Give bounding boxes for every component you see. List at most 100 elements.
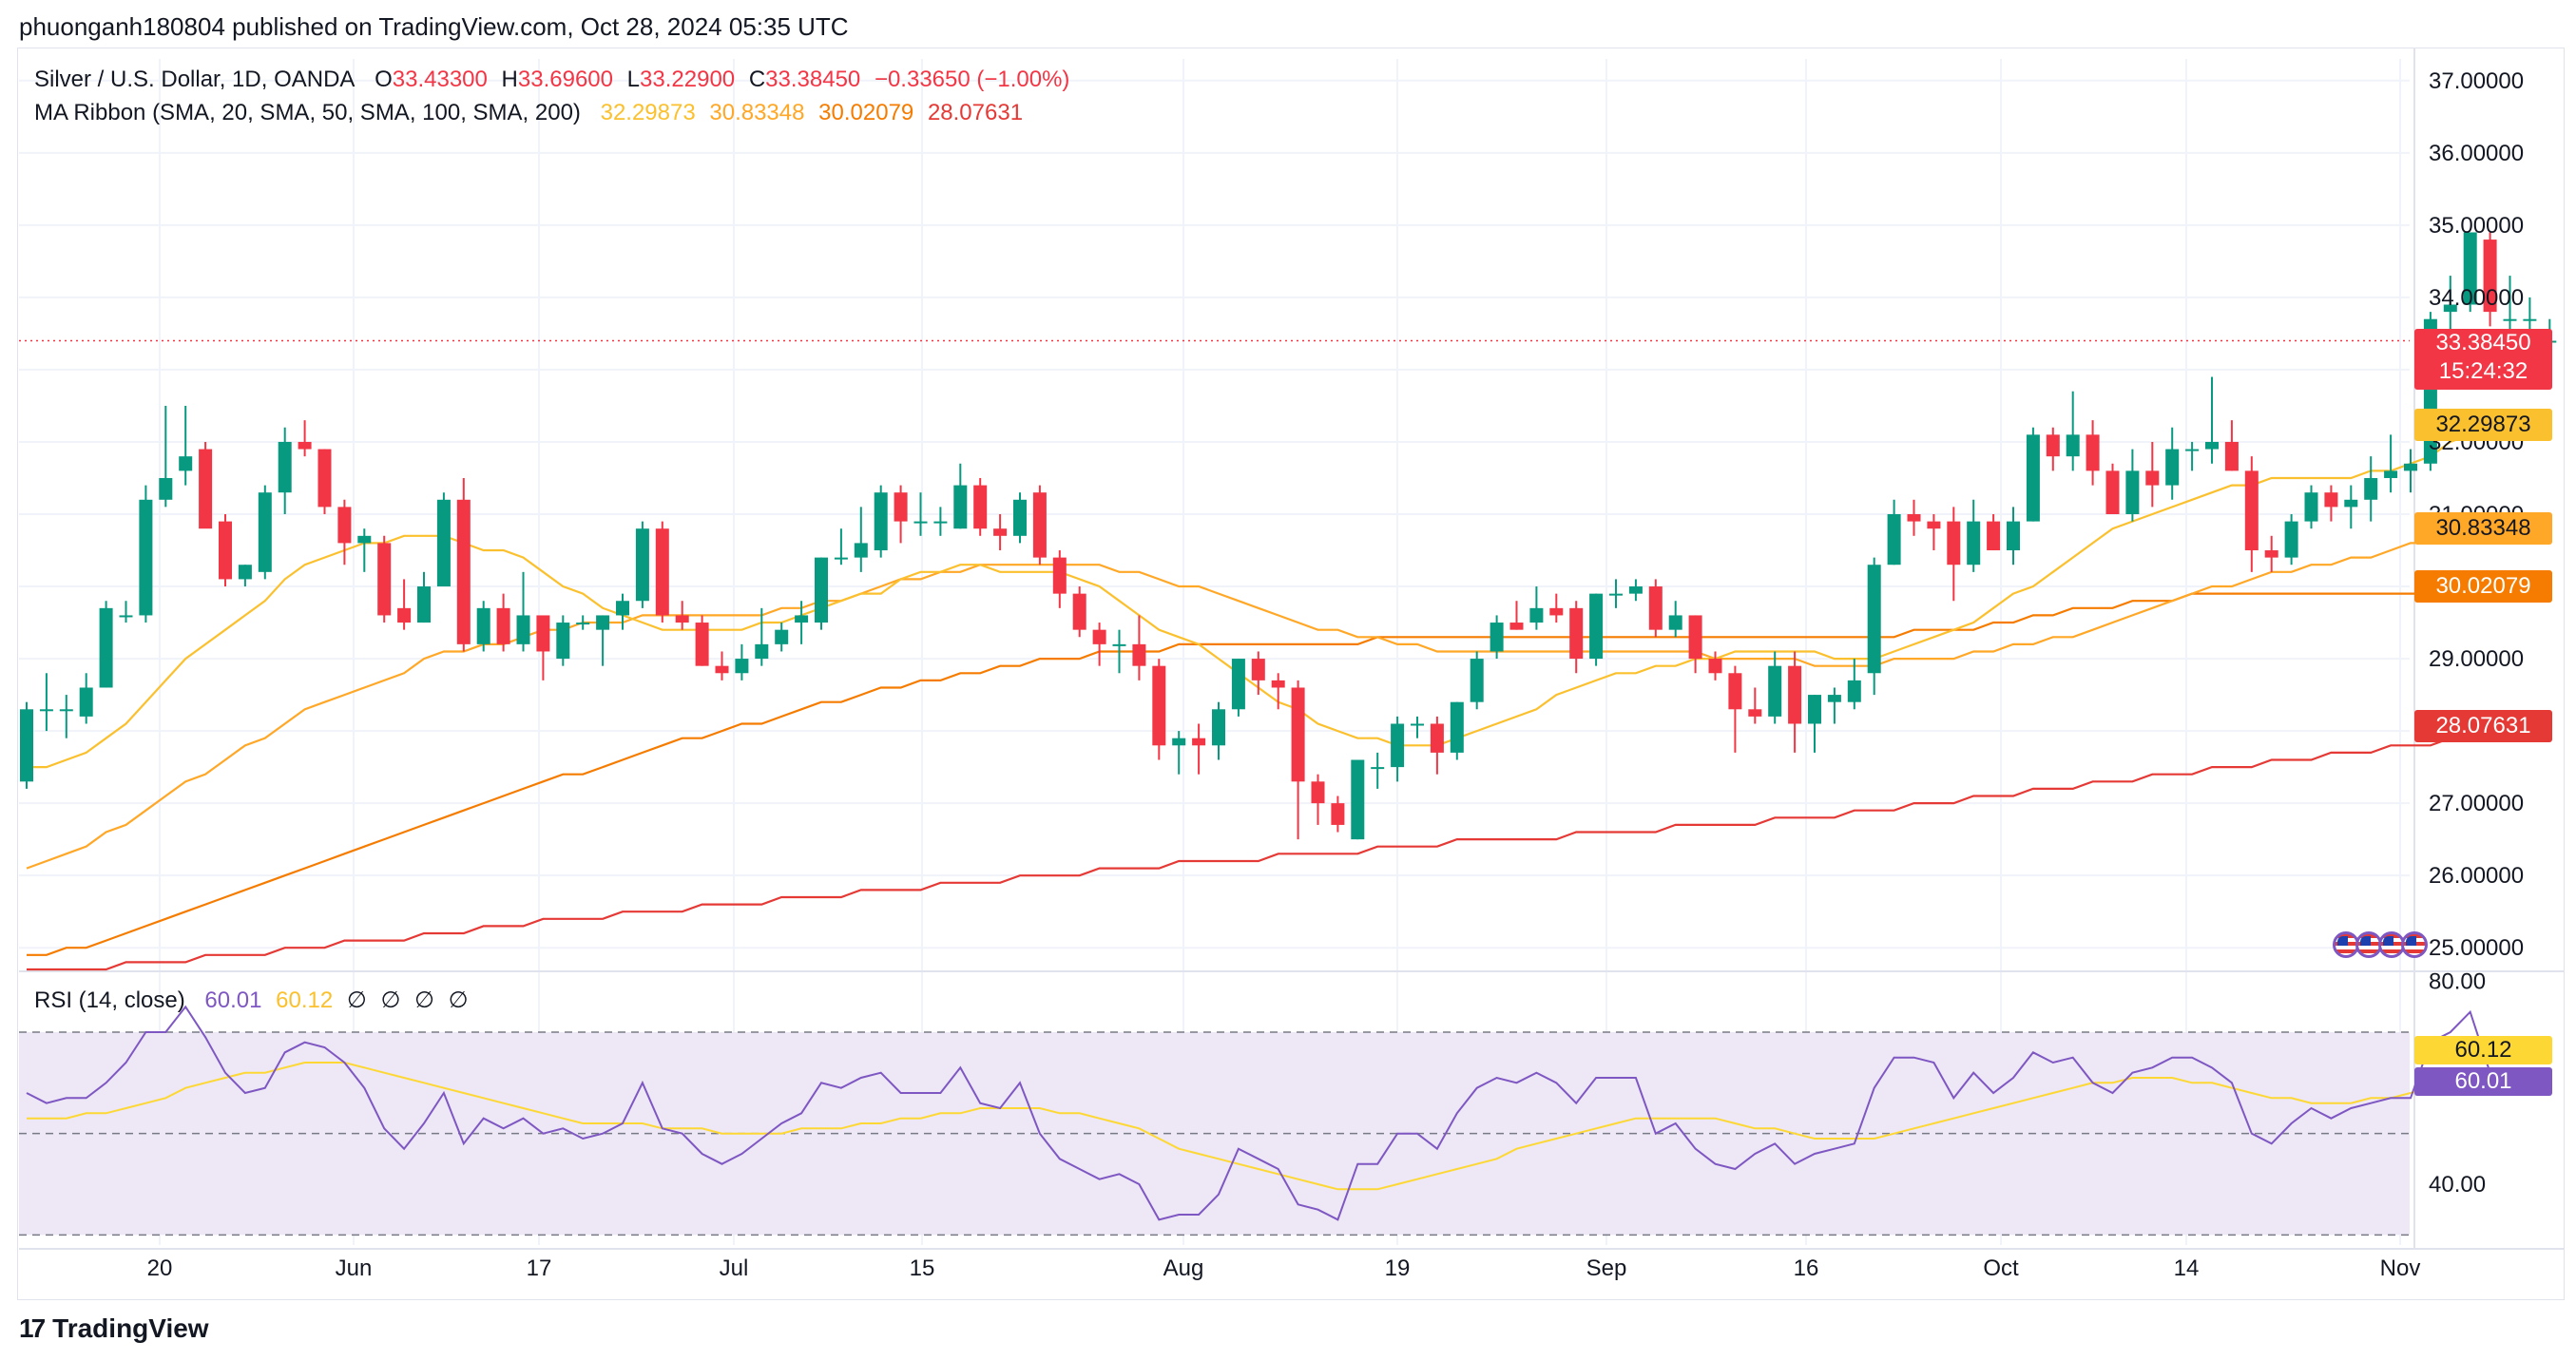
candle-up <box>20 709 33 782</box>
candle-up <box>2125 470 2140 514</box>
candle-down <box>1688 615 1702 660</box>
change-value: −0.33650 (−1.00%) <box>874 67 1070 92</box>
candle-up <box>1013 499 1027 536</box>
candle-up <box>258 492 272 572</box>
rsi-extra-4: ∅ <box>448 987 469 1013</box>
candle-down <box>2324 492 2338 508</box>
candle-up <box>1867 565 1881 674</box>
candle-down <box>1648 586 1663 630</box>
rsi-title[interactable]: RSI (14, close) <box>34 987 185 1013</box>
candle-down <box>2224 441 2239 471</box>
us-event-flag-icon[interactable] <box>2401 931 2428 958</box>
candle-up <box>2523 318 2537 321</box>
candle-up <box>476 607 490 644</box>
time-tick-label: Nov <box>2380 1256 2421 1281</box>
low-label: L <box>626 67 641 92</box>
rsi-ma-line <box>27 1062 2530 1191</box>
candle-down <box>695 623 709 666</box>
open-label: O <box>375 67 393 92</box>
candle-up <box>854 543 868 558</box>
candle-down <box>337 507 352 544</box>
candle-down <box>1291 687 1305 782</box>
symbol-legend: Silver / U.S. Dollar, 1D, OANDA O33.4330… <box>34 67 1077 93</box>
chart-frame <box>17 48 2565 1300</box>
rsi-tag: 60.01 <box>2414 1067 2552 1096</box>
time-tick-label: Jun <box>336 1256 373 1281</box>
candle-up <box>2404 463 2417 471</box>
rsi-extra-3: ∅ <box>414 987 434 1013</box>
open-value: 33.43300 <box>392 67 488 92</box>
candle-up <box>238 565 252 580</box>
time-tick-label: 19 <box>1385 1256 1411 1281</box>
time-tick-label: 17 <box>527 1256 552 1281</box>
candle-up <box>79 687 93 717</box>
rsi-ma-value: 60.12 <box>276 987 334 1013</box>
candle-down <box>1251 659 1265 680</box>
candle-up <box>1231 659 1245 710</box>
candle-down <box>1907 514 1921 522</box>
candle-down <box>2105 470 2120 514</box>
candle-up <box>635 528 649 602</box>
sma100-value: 30.02079 <box>818 100 914 125</box>
candle-up <box>815 557 828 623</box>
time-tick-label: 20 <box>147 1256 173 1281</box>
candle-down <box>1509 623 1524 630</box>
ma-legend: MA Ribbon (SMA, 20, SMA, 50, SMA, 100, S… <box>34 100 1030 126</box>
candle-up <box>616 601 629 616</box>
candle-down <box>1331 803 1345 825</box>
candle-up <box>2304 492 2318 522</box>
candle-down <box>1569 607 1584 660</box>
candle-down <box>1271 680 1285 688</box>
tradingview-logo[interactable]: 17 TradingView <box>19 1313 209 1344</box>
candle-up <box>39 709 53 712</box>
candle-up <box>1827 695 1841 702</box>
candle-up <box>1887 514 1901 565</box>
candle-up <box>1391 723 1405 768</box>
sma20-value: 32.29873 <box>600 100 696 125</box>
candle-down <box>1927 521 1941 529</box>
price-tick-label: 25.00000 <box>2429 935 2524 961</box>
candle-up <box>2066 434 2080 457</box>
time-tick-label: 14 <box>2174 1256 2200 1281</box>
time-tick-label: 15 <box>910 1256 935 1281</box>
candle-up <box>1609 593 1623 596</box>
rsi-extra-1: ∅ <box>346 987 367 1013</box>
candle-up <box>933 521 948 524</box>
symbol-name[interactable]: Silver / U.S. Dollar, 1D, OANDA <box>34 67 356 92</box>
candle-down <box>2046 434 2060 457</box>
candle-up <box>1371 767 1385 770</box>
sma50-line <box>26 527 2530 870</box>
candle-down <box>675 615 689 623</box>
rsi-pane <box>19 1005 2550 1236</box>
candle-down <box>894 492 908 522</box>
time-tick-label: 16 <box>1794 1256 1819 1281</box>
rsi-line <box>26 1005 2550 1221</box>
candle-up <box>1212 709 1225 746</box>
candle-down <box>1549 607 1564 616</box>
candle-down <box>2244 470 2259 551</box>
high-label: H <box>501 67 518 92</box>
candle-down <box>1430 723 1444 753</box>
price-tick-label: 35.00000 <box>2429 213 2524 239</box>
tradingview-logo-icon: 17 <box>19 1313 46 1343</box>
grid <box>19 48 2564 1250</box>
candle-down <box>219 521 232 580</box>
candle-down <box>715 665 729 674</box>
price-tick-label: 27.00000 <box>2429 791 2524 816</box>
rsi-band <box>19 1032 2410 1236</box>
rsi-tick-label: 80.00 <box>2429 969 2486 995</box>
rsi-legend: RSI (14, close) 60.01 60.12 ∅ ∅ ∅ ∅ <box>34 987 476 1014</box>
ma-title[interactable]: MA Ribbon (SMA, 20, SMA, 50, SMA, 100, S… <box>34 100 581 125</box>
candle-up <box>1470 659 1484 702</box>
candle-up <box>2205 441 2219 450</box>
candle-down <box>1728 673 1742 710</box>
candle-down <box>1748 709 1762 717</box>
rsi-value: 60.01 <box>204 987 262 1013</box>
publisher-line: phuonganh180804 published on TradingView… <box>19 12 849 41</box>
sma200-line <box>27 722 2530 971</box>
candle-up <box>1411 723 1424 726</box>
price-tick-label: 26.00000 <box>2429 863 2524 889</box>
candle-down <box>317 449 332 508</box>
candle-up <box>1847 680 1861 702</box>
